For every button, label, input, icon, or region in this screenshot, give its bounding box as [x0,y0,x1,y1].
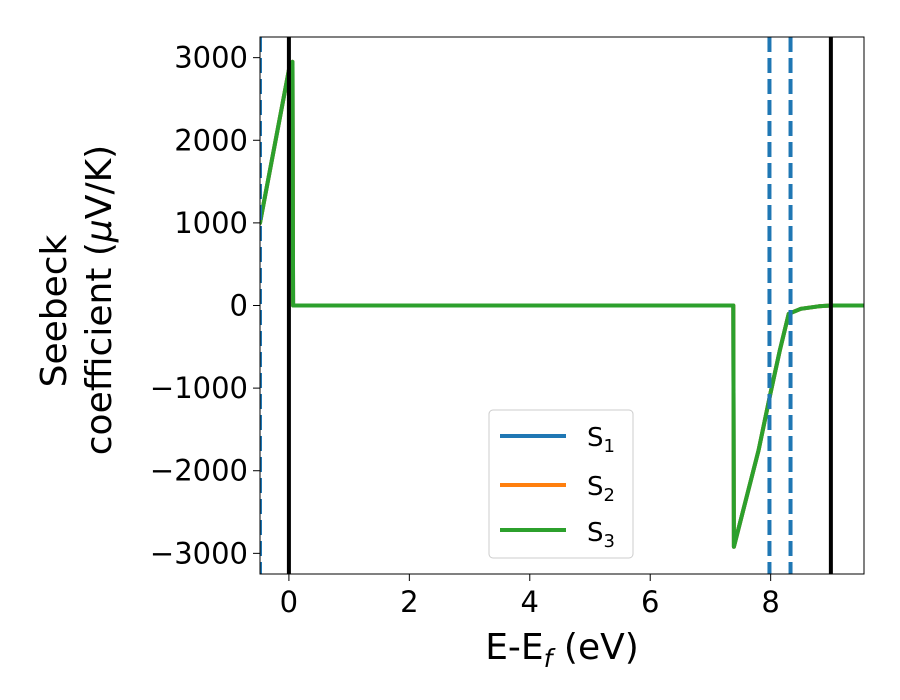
y-tick-label: 1000 [174,206,248,240]
y-tick-label: −2000 [150,454,248,488]
x-tick-label: 4 [521,585,539,619]
legend-label-s3: S3 [587,518,615,552]
y-tick-label: 0 [230,289,248,323]
x-tick-label: 0 [280,585,298,619]
y-axis-label-line2: coefficient (μV/K) [79,145,120,455]
y-tick-label: 2000 [174,123,248,157]
legend-label-s1: S1 [587,423,615,457]
legend-label-s2: S2 [587,472,615,506]
x-tick-label: 8 [761,585,779,619]
x-tick-label: 2 [400,585,418,619]
y-tick-label: 3000 [174,41,248,75]
y-axis-ticks: 3000 2000 1000 0 −1000 −2000 −3000 [150,41,260,570]
legend: S1 S2 S3 [488,409,634,559]
x-axis-label: E-Ef (eV) [485,627,639,673]
x-axis-ticks: 0 2 4 6 8 [280,574,780,619]
y-axis-label-line1: Seebeck [34,234,75,387]
x-tick-label: 6 [641,585,659,619]
series-line-s3 [260,59,864,549]
plot-area [260,37,864,574]
y-tick-label: −1000 [150,371,248,405]
y-tick-label: −3000 [150,536,248,570]
